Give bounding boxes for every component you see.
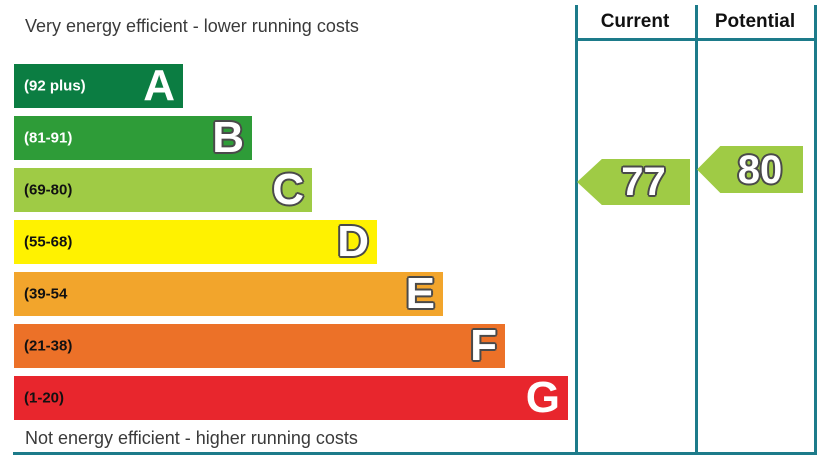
band-letter: B (212, 113, 244, 162)
band-range-label: (81-91) (24, 129, 73, 147)
band-bar: (1-20) G (14, 376, 568, 420)
band-row: (55-68) D (14, 220, 574, 264)
current-rating-value: 77 (621, 160, 666, 204)
band-bar: (39-54 E (14, 272, 443, 316)
band-letter: C (272, 165, 304, 214)
band-bar: (92 plus) A (14, 64, 183, 108)
potential-rating-value: 80 (737, 147, 783, 192)
band-letter: D (337, 217, 369, 266)
potential-rating-arrow: 80 (697, 146, 803, 193)
band-range-label: (39-54 (24, 285, 68, 303)
band-range-label: (55-68) (24, 233, 73, 251)
table-border-left (575, 5, 578, 455)
band-letter: A (143, 61, 175, 110)
band-row: (69-80) C (14, 168, 574, 212)
band-bar: (55-68) D (14, 220, 377, 264)
band-bar: (81-91) B (14, 116, 252, 160)
header-underline (575, 38, 817, 41)
current-rating-arrow: 77 (577, 159, 690, 205)
band-row: (21-38) F (14, 324, 574, 368)
band-letter: G (525, 373, 560, 422)
top-caption: Very energy efficient - lower running co… (25, 16, 359, 36)
band-row: (1-20) G (14, 376, 574, 420)
band-row: (81-91) B (14, 116, 574, 160)
band-range-label: (92 plus) (24, 77, 86, 95)
band-letter: F (470, 321, 497, 370)
band-range-label: (1-20) (24, 389, 65, 407)
band-range-label: (69-80) (24, 181, 73, 199)
table-border-middle (695, 5, 698, 455)
band-range-label: (21-38) (24, 337, 73, 355)
bands-container: (92 plus) A (81-91) B (69-80) C (55-68) … (14, 64, 574, 428)
band-letter: E (405, 269, 435, 318)
band-bar: (21-38) F (14, 324, 505, 368)
bottom-border-line (13, 452, 817, 455)
band-row: (39-54 E (14, 272, 574, 316)
table-border-right (814, 5, 817, 455)
band-row: (92 plus) A (14, 64, 574, 108)
current-column-header: Current (600, 11, 670, 32)
band-bar: (69-80) C (14, 168, 312, 212)
bottom-caption: Not energy efficient - higher running co… (25, 428, 358, 448)
potential-column-header: Potential (714, 11, 796, 32)
